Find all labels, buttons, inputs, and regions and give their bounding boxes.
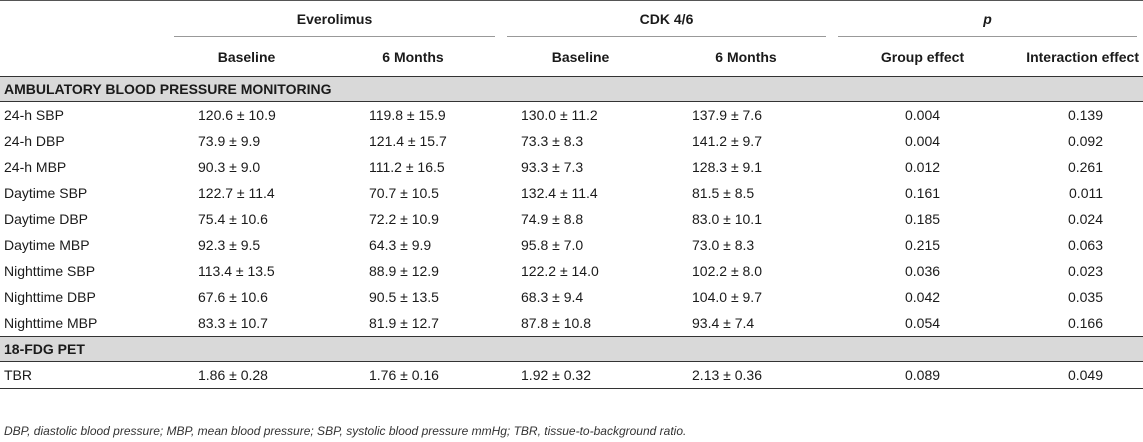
table-row: TBR 1.86 ± 0.28 1.76 ± 0.16 1.92 ± 0.32 2.13…	[0, 362, 1143, 389]
cell-interaction-effect: 0.049	[1067, 367, 1104, 383]
cell-cdk-baseline: 1.92 ± 0.32	[521, 367, 591, 383]
cell-cdk-baseline: 122.2 ± 14.0	[521, 263, 599, 279]
cell-evero-baseline: 90.3 ± 9.0	[198, 159, 261, 175]
table-row: Nighttime SBP 113.4 ± 13.5 88.9 ± 12.9 122.…	[0, 258, 1143, 284]
cell-interaction-effect: 0.035	[1067, 289, 1104, 305]
col-header-cdk-6months: 6 Months	[715, 49, 777, 65]
cell-evero-baseline: 73.9 ± 9.9	[198, 133, 261, 149]
cell-cdk-baseline: 73.3 ± 8.3	[521, 133, 584, 149]
cell-evero-6months: 121.4 ± 15.7	[369, 133, 447, 149]
cell-interaction-effect: 0.063	[1067, 237, 1104, 253]
col-header-evero-6months: 6 Months	[382, 49, 444, 65]
group-header-everolimus: Everolimus	[168, 1, 501, 39]
cell-evero-baseline: 1.86 ± 0.28	[198, 367, 268, 383]
cell-cdk-6months: 81.5 ± 8.5	[692, 185, 755, 201]
cell-group-effect: 0.036	[904, 263, 941, 279]
sub-header-row: Baseline 6 Months Baseline 6 Months Grou…	[0, 38, 1143, 77]
row-label: Nighttime DBP	[4, 289, 96, 305]
cell-evero-6months: 81.9 ± 12.7	[369, 315, 439, 331]
cell-evero-baseline: 92.3 ± 9.5	[198, 237, 261, 253]
cell-group-effect: 0.161	[904, 185, 941, 201]
cell-cdk-6months: 73.0 ± 8.3	[692, 237, 755, 253]
group-header-p: p	[832, 1, 1143, 39]
row-label: 24-h DBP	[4, 133, 65, 149]
cell-interaction-effect: 0.023	[1067, 263, 1104, 279]
table-row: Daytime MBP 92.3 ± 9.5 64.3 ± 9.9 95.8 ± 7.…	[0, 232, 1143, 258]
row-label: Daytime DBP	[4, 211, 89, 227]
cell-interaction-effect: 0.139	[1067, 107, 1104, 123]
row-label: 24-h MBP	[4, 159, 67, 175]
cell-evero-baseline: 83.3 ± 10.7	[198, 315, 268, 331]
section-title: AMBULATORY BLOOD PRESSURE MONITORING	[0, 76, 1143, 102]
cell-cdk-6months: 128.3 ± 9.1	[692, 159, 762, 175]
col-header-group-effect: Group effect	[880, 49, 965, 65]
cell-group-effect: 0.042	[904, 289, 941, 305]
cell-evero-baseline: 75.4 ± 10.6	[198, 211, 268, 227]
cell-cdk-6months: 104.0 ± 9.7	[692, 289, 762, 305]
section-title: 18-FDG PET	[0, 336, 1143, 362]
row-label: TBR	[4, 367, 32, 383]
cell-cdk-6months: 93.4 ± 7.4	[692, 315, 755, 331]
cell-cdk-baseline: 132.4 ± 11.4	[521, 185, 598, 201]
cell-group-effect: 0.012	[904, 159, 941, 175]
cell-interaction-effect: 0.024	[1067, 211, 1104, 227]
table-row: 24-h SBP 120.6 ± 10.9 119.8 ± 15.9 130.0 ± …	[0, 102, 1143, 129]
col-header-evero-baseline: Baseline	[217, 49, 276, 65]
cell-evero-6months: 111.2 ± 16.5	[369, 159, 445, 175]
cell-cdk-baseline: 87.8 ± 10.8	[521, 315, 591, 331]
section-header-row: AMBULATORY BLOOD PRESSURE MONITORING	[0, 76, 1143, 102]
col-header-interaction-effect: Interaction effect	[1026, 49, 1140, 65]
cell-group-effect: 0.004	[904, 133, 941, 149]
cell-evero-baseline: 67.6 ± 10.6	[198, 289, 268, 305]
cell-interaction-effect: 0.092	[1067, 133, 1104, 149]
cell-group-effect: 0.089	[904, 367, 941, 383]
footnote: DBP, diastolic blood pressure; MBP, mean…	[4, 424, 687, 438]
cell-group-effect: 0.004	[904, 107, 941, 123]
table-row: 24-h MBP 90.3 ± 9.0 111.2 ± 16.5 93.3 ± 7.3…	[0, 154, 1143, 180]
group-header-row: Everolimus CDK 4/6 p	[0, 0, 1143, 39]
row-label: Daytime MBP	[4, 237, 90, 253]
cell-evero-6months: 64.3 ± 9.9	[369, 237, 432, 253]
results-table: Everolimus CDK 4/6 p Baseline 6 Months B…	[0, 0, 1143, 389]
cell-group-effect: 0.054	[904, 315, 941, 331]
cell-evero-6months: 119.8 ± 15.9	[369, 107, 446, 123]
cell-interaction-effect: 0.166	[1067, 315, 1104, 331]
cell-cdk-6months: 2.13 ± 0.36	[692, 367, 762, 383]
table-row: Nighttime DBP 67.6 ± 10.6 90.5 ± 13.5 68.3 …	[0, 284, 1143, 310]
cell-cdk-6months: 102.2 ± 8.0	[692, 263, 762, 279]
cell-interaction-effect: 0.011	[1069, 185, 1104, 201]
cell-evero-6months: 70.7 ± 10.5	[369, 185, 439, 201]
cell-evero-baseline: 122.7 ± 11.4	[198, 185, 275, 201]
table-body: AMBULATORY BLOOD PRESSURE MONITORING 24-h…	[0, 76, 1143, 389]
cell-cdk-baseline: 130.0 ± 11.2	[521, 107, 598, 123]
cell-cdk-baseline: 93.3 ± 7.3	[521, 159, 584, 175]
cell-group-effect: 0.185	[904, 211, 941, 227]
cell-cdk-baseline: 95.8 ± 7.0	[521, 237, 584, 253]
cell-evero-6months: 72.2 ± 10.9	[369, 211, 439, 227]
cell-interaction-effect: 0.261	[1067, 159, 1104, 175]
table-row: Daytime DBP 75.4 ± 10.6 72.2 ± 10.9 74.9 ± …	[0, 206, 1143, 232]
row-label: Nighttime SBP	[4, 263, 96, 279]
group-header-cdk: CDK 4/6	[501, 1, 832, 39]
cell-cdk-6months: 141.2 ± 9.7	[692, 133, 762, 149]
cell-evero-6months: 88.9 ± 12.9	[369, 263, 439, 279]
table-row: Nighttime MBP 83.3 ± 10.7 81.9 ± 12.7 87.8 …	[0, 310, 1143, 337]
table-row: 24-h DBP 73.9 ± 9.9 121.4 ± 15.7 73.3 ± 8.3…	[0, 128, 1143, 154]
row-label: Nighttime MBP	[4, 315, 98, 331]
cell-evero-6months: 1.76 ± 0.16	[369, 367, 439, 383]
cell-evero-6months: 90.5 ± 13.5	[369, 289, 439, 305]
cell-evero-baseline: 113.4 ± 13.5	[198, 263, 275, 279]
cell-group-effect: 0.215	[904, 237, 941, 253]
cell-cdk-baseline: 68.3 ± 9.4	[521, 289, 584, 305]
cell-evero-baseline: 120.6 ± 10.9	[198, 107, 276, 123]
table-row: Daytime SBP 122.7 ± 11.4 70.7 ± 10.5 132.4 …	[0, 180, 1143, 206]
cell-cdk-6months: 83.0 ± 10.1	[692, 211, 762, 227]
cell-cdk-baseline: 74.9 ± 8.8	[521, 211, 584, 227]
cell-cdk-6months: 137.9 ± 7.6	[692, 107, 762, 123]
row-label: 24-h SBP	[4, 107, 64, 123]
section-header-row: 18-FDG PET	[0, 336, 1143, 362]
row-label: Daytime SBP	[4, 185, 88, 201]
col-header-cdk-baseline: Baseline	[551, 49, 610, 65]
